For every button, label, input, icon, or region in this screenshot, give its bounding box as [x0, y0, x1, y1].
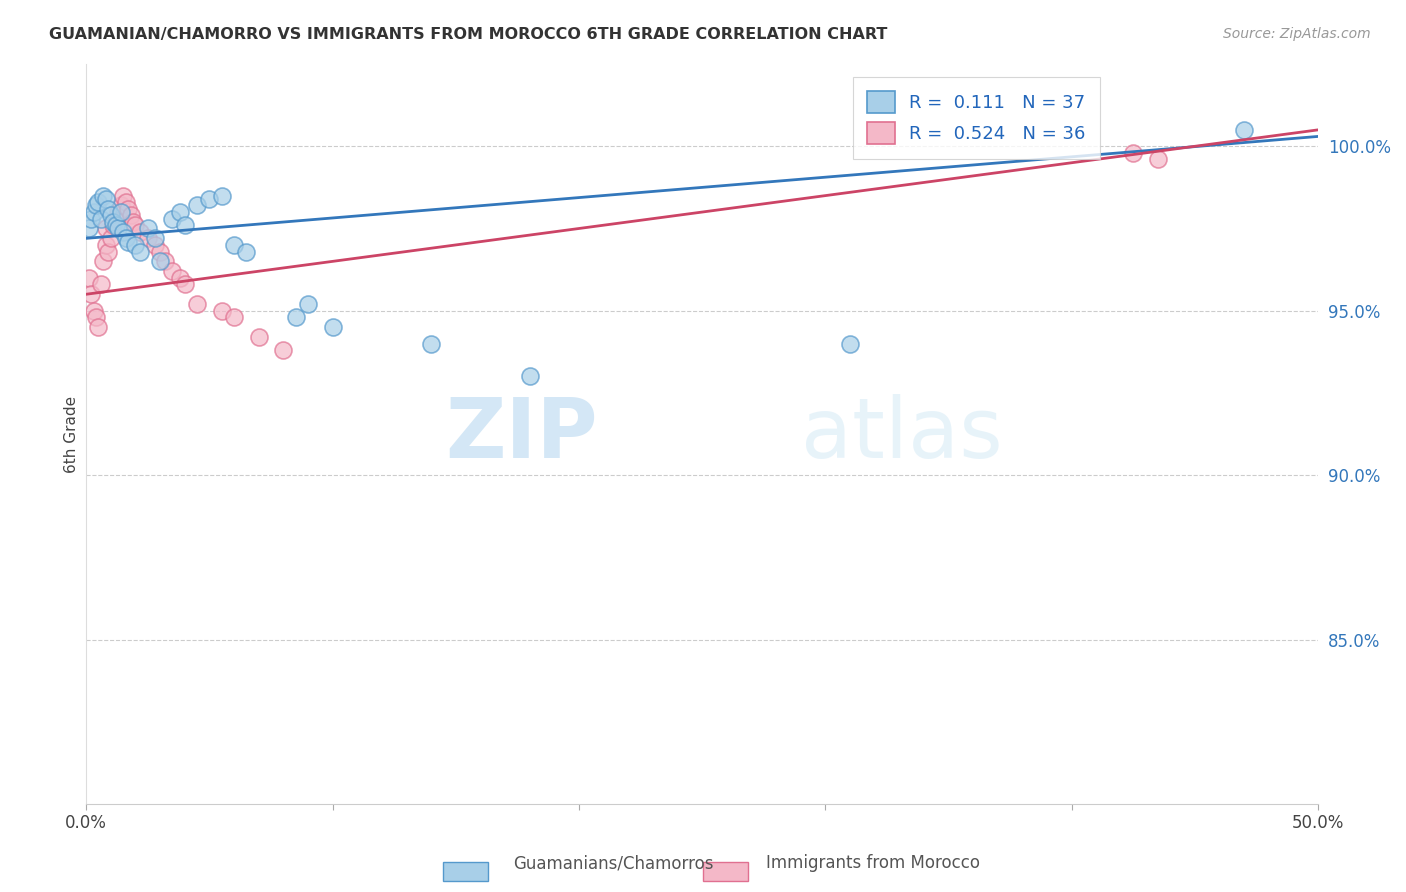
Point: [90, 211, 112, 226]
Point: [104, 211, 127, 226]
Point: [143, 231, 166, 245]
Point: [120, 208, 142, 222]
Point: [117, 235, 139, 249]
Point: [90, 277, 112, 292]
Point: [284, 310, 307, 325]
Point: [162, 211, 184, 226]
Point: [129, 225, 152, 239]
Point: [124, 238, 146, 252]
Point: [169, 205, 191, 219]
Point: [87, 320, 110, 334]
Point: [107, 221, 129, 235]
Point: [97, 202, 120, 216]
Point: [94, 221, 117, 235]
Point: [112, 188, 135, 202]
Point: [77, 221, 100, 235]
Point: [169, 270, 191, 285]
Point: [1147, 153, 1170, 167]
Point: [84, 310, 107, 325]
Point: [247, 330, 270, 344]
Y-axis label: 6th Grade: 6th Grade: [65, 395, 79, 473]
Point: [420, 336, 443, 351]
Point: [100, 208, 122, 222]
Point: [103, 218, 125, 232]
Point: [186, 297, 208, 311]
Point: [1122, 145, 1144, 160]
Point: [104, 218, 127, 232]
Point: [114, 195, 136, 210]
Point: [173, 218, 195, 232]
Point: [87, 195, 110, 210]
Point: [211, 303, 233, 318]
Text: Source: ZipAtlas.com: Source: ZipAtlas.com: [1223, 27, 1371, 41]
Point: [222, 238, 245, 252]
Point: [100, 231, 122, 245]
Point: [519, 369, 541, 384]
Point: [322, 320, 344, 334]
Point: [222, 310, 245, 325]
Point: [129, 244, 152, 259]
Point: [110, 205, 132, 219]
Point: [149, 254, 172, 268]
Text: atlas: atlas: [801, 393, 1002, 475]
Point: [297, 297, 319, 311]
Point: [117, 202, 139, 216]
Point: [271, 343, 294, 358]
Text: Guamanians/Chamorros: Guamanians/Chamorros: [513, 855, 714, 872]
Point: [83, 205, 105, 219]
Text: Immigrants from Morocco: Immigrants from Morocco: [766, 855, 980, 872]
Point: [136, 231, 159, 245]
Legend: R =  0.111   N = 37, R =  0.524   N = 36: R = 0.111 N = 37, R = 0.524 N = 36: [853, 77, 1099, 159]
Point: [107, 205, 129, 219]
Point: [211, 188, 233, 202]
Point: [110, 198, 132, 212]
Point: [77, 270, 100, 285]
Point: [80, 211, 103, 226]
Point: [83, 303, 105, 318]
Point: [186, 198, 208, 212]
Point: [94, 238, 117, 252]
Point: [149, 244, 172, 259]
Point: [143, 238, 166, 252]
Point: [94, 192, 117, 206]
Point: [122, 215, 145, 229]
Point: [173, 277, 195, 292]
Point: [93, 188, 115, 202]
Point: [1233, 123, 1256, 137]
Text: ZIP: ZIP: [444, 393, 598, 475]
Point: [84, 198, 107, 212]
Point: [112, 225, 135, 239]
Point: [235, 244, 257, 259]
Point: [162, 264, 184, 278]
Point: [198, 192, 221, 206]
Point: [103, 215, 125, 229]
Point: [153, 254, 176, 268]
Point: [114, 231, 136, 245]
Point: [136, 221, 159, 235]
Point: [93, 254, 115, 268]
Point: [839, 336, 862, 351]
Text: GUAMANIAN/CHAMORRO VS IMMIGRANTS FROM MOROCCO 6TH GRADE CORRELATION CHART: GUAMANIAN/CHAMORRO VS IMMIGRANTS FROM MO…: [49, 27, 887, 42]
Point: [97, 244, 120, 259]
Point: [124, 218, 146, 232]
Point: [80, 287, 103, 301]
